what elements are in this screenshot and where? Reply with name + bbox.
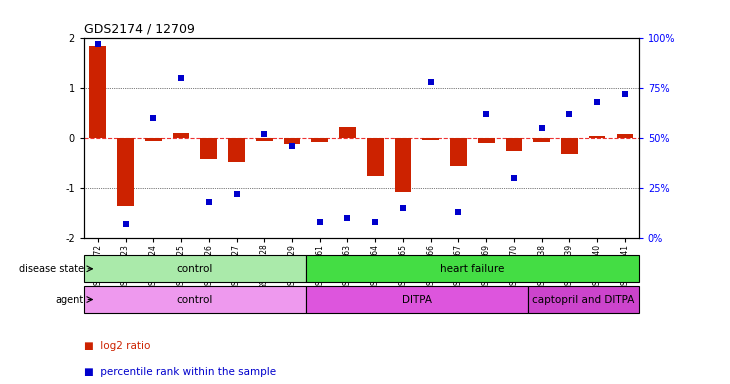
Text: control: control: [177, 264, 213, 274]
Bar: [173, 133, 189, 138]
Bar: [589, 136, 605, 138]
Bar: [201, 138, 217, 159]
Text: ■  log2 ratio: ■ log2 ratio: [84, 341, 150, 351]
Text: disease state: disease state: [19, 264, 84, 274]
Text: heart failure: heart failure: [440, 264, 504, 274]
Text: GDS2174 / 12709: GDS2174 / 12709: [84, 23, 195, 36]
Bar: [534, 138, 550, 142]
Bar: [367, 138, 383, 176]
Bar: [617, 134, 633, 138]
Bar: [145, 138, 161, 141]
Text: agent: agent: [55, 295, 84, 305]
Bar: [284, 138, 300, 144]
Bar: [423, 138, 439, 140]
Bar: [506, 138, 522, 151]
Bar: [256, 138, 272, 141]
Bar: [528, 286, 639, 313]
Text: ■  percentile rank within the sample: ■ percentile rank within the sample: [84, 367, 276, 377]
Bar: [312, 138, 328, 142]
Text: control: control: [177, 295, 213, 305]
Bar: [339, 127, 356, 138]
Text: DITPA: DITPA: [402, 295, 432, 305]
Bar: [118, 138, 134, 206]
Bar: [478, 138, 494, 143]
Bar: [395, 138, 411, 192]
Bar: [90, 46, 106, 138]
Bar: [84, 286, 306, 313]
Text: captopril and DITPA: captopril and DITPA: [532, 295, 634, 305]
Bar: [228, 138, 245, 162]
Bar: [306, 286, 528, 313]
Bar: [84, 255, 306, 282]
Bar: [561, 138, 577, 154]
Bar: [450, 138, 466, 166]
Bar: [306, 255, 639, 282]
